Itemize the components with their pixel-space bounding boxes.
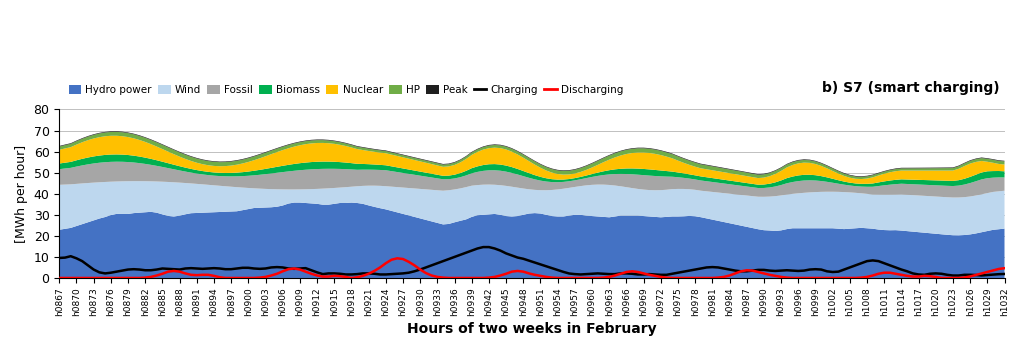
Y-axis label: [MWh per hour]: [MWh per hour]: [15, 145, 28, 243]
Text: b) S7 (smart charging): b) S7 (smart charging): [822, 81, 999, 95]
X-axis label: Hours of two weeks in February: Hours of two weeks in February: [408, 322, 656, 336]
Legend: Hydro power, Wind, Fossil, Biomass, Nuclear, HP, Peak, Charging, Discharging: Hydro power, Wind, Fossil, Biomass, Nucl…: [65, 81, 628, 99]
